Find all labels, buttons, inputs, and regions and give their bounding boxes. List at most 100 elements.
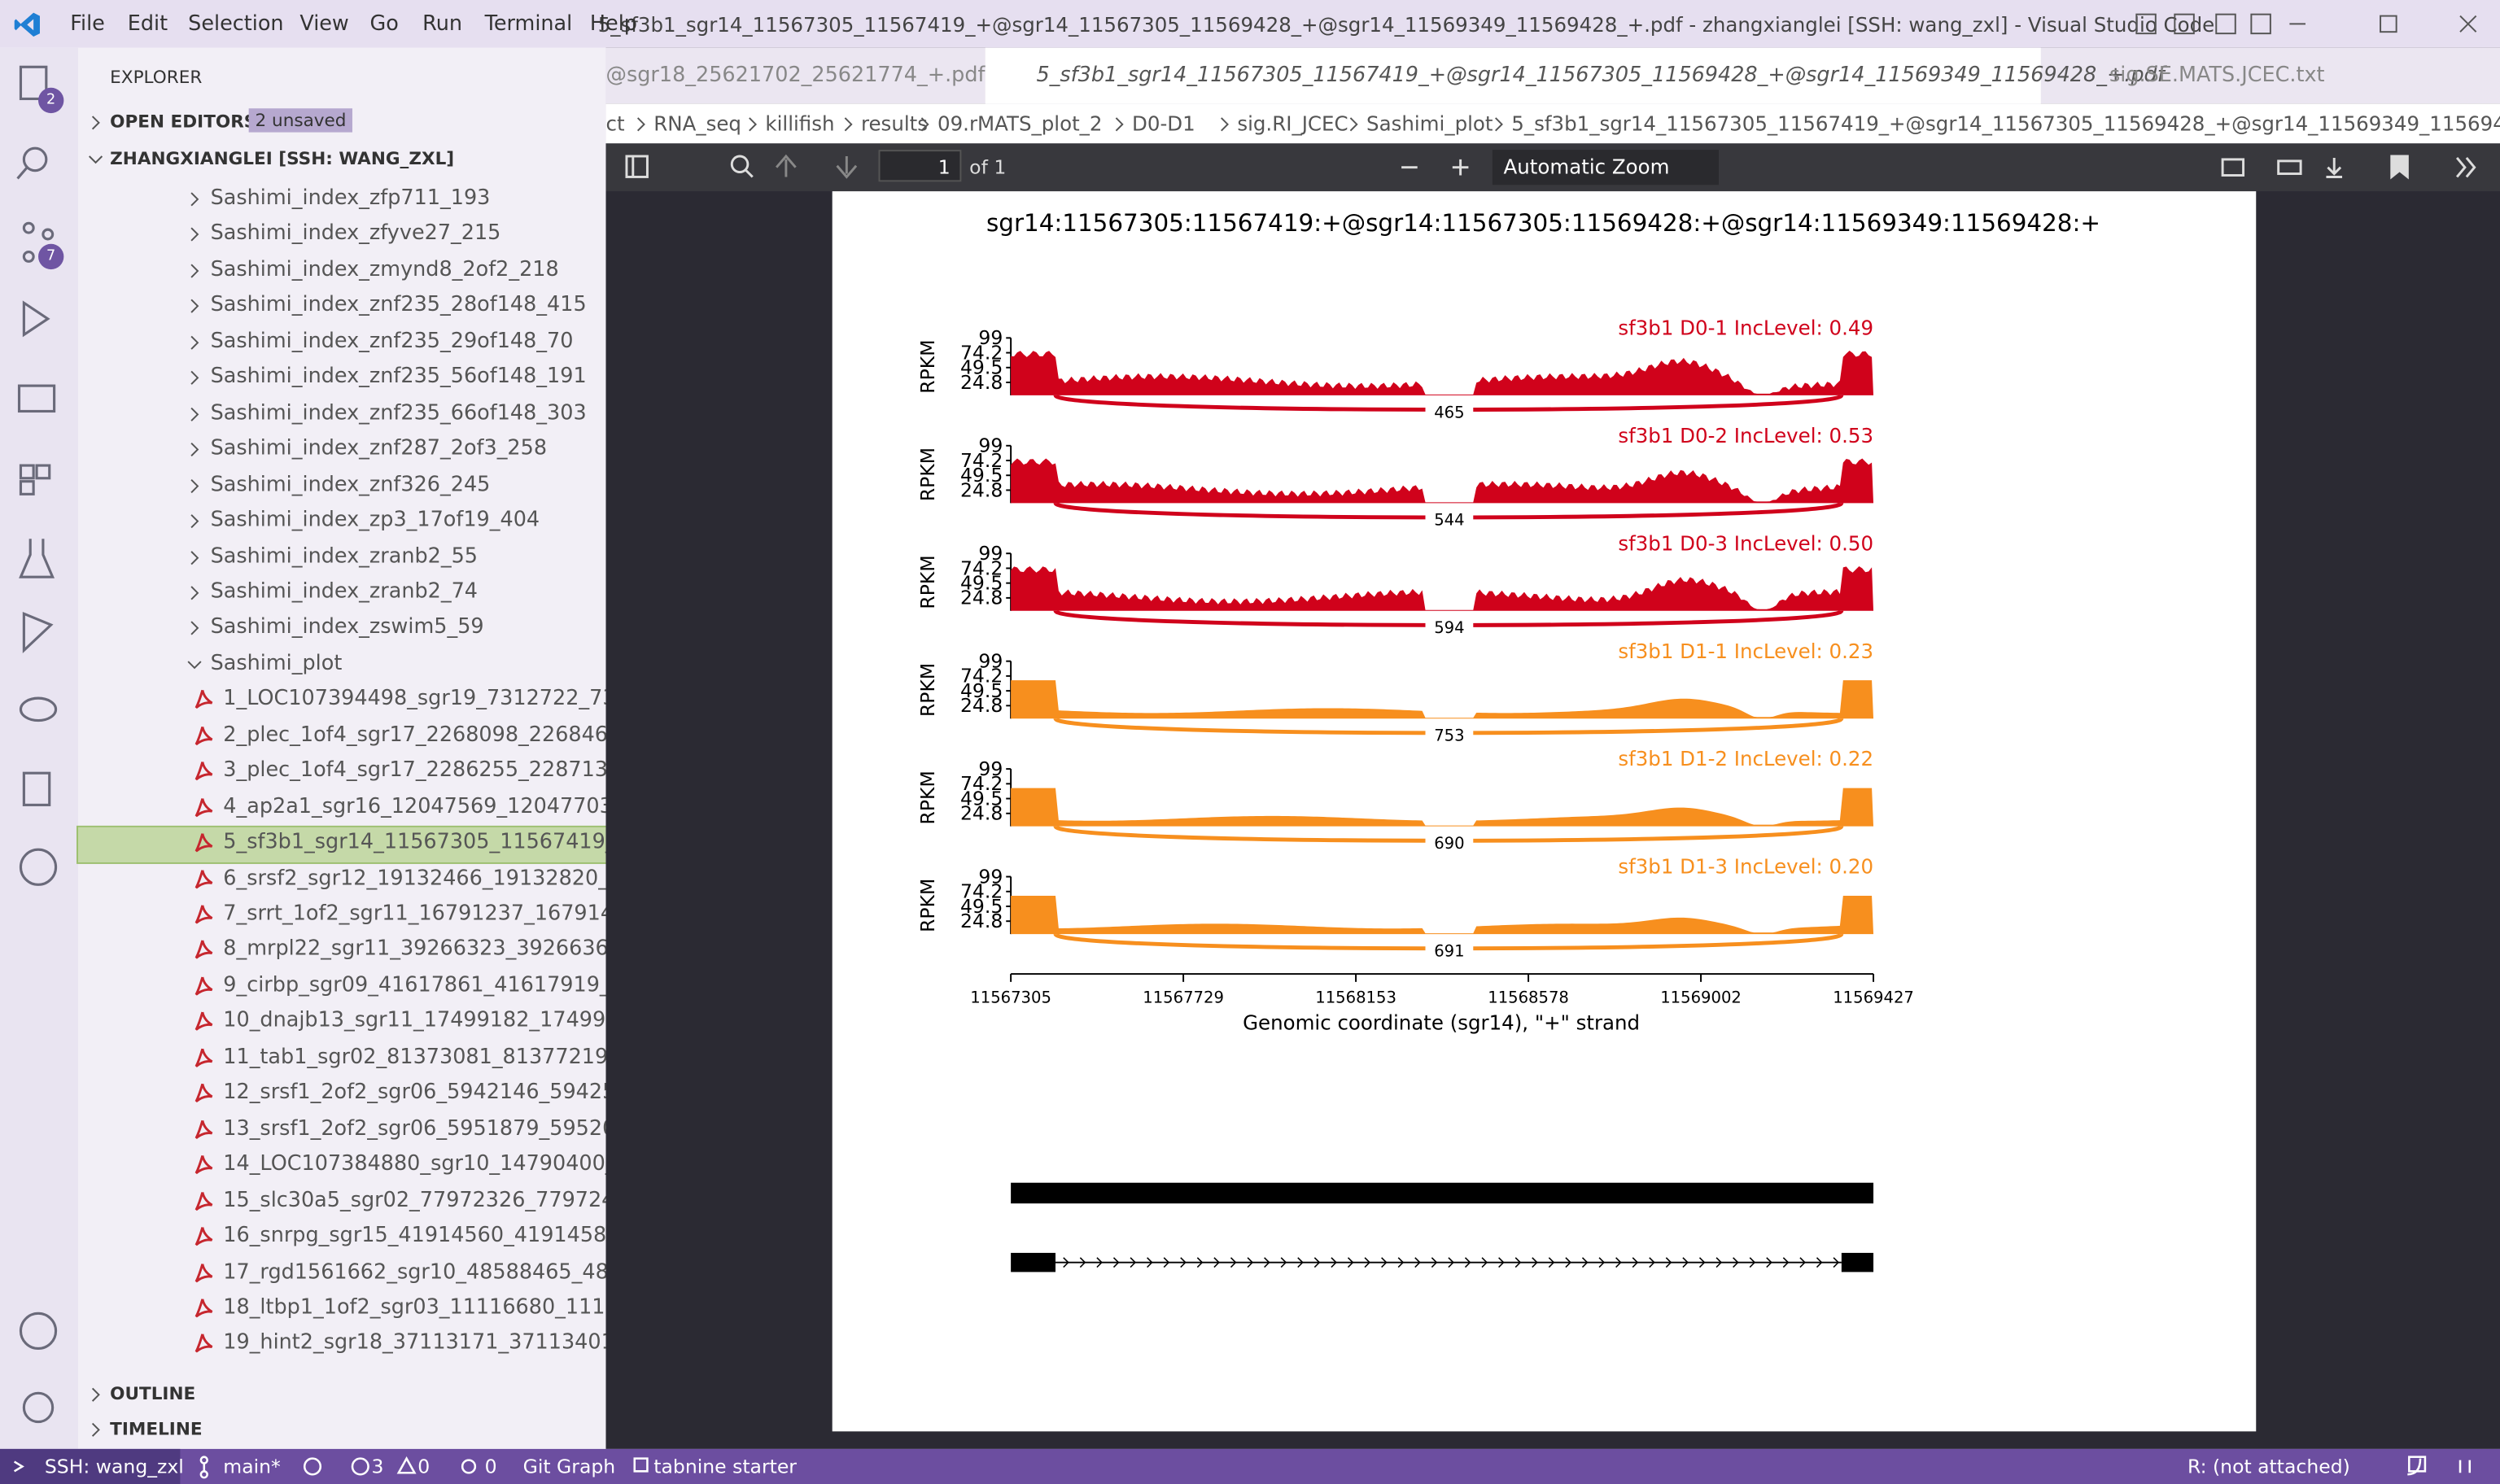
folder-item[interactable]: Sashimi_index_znf326_245	[210, 473, 491, 497]
folder-item[interactable]: Sashimi_index_znf235_66of148_303	[210, 401, 587, 426]
folder-item[interactable]: Sashimi_index_znf287_2of3_258	[210, 437, 548, 461]
file-item[interactable]: 1_LOC107394498_sgr19_7312722_7312...	[223, 687, 605, 712]
y-tick-label: 99	[978, 757, 1003, 780]
menu-item[interactable]: View	[299, 12, 349, 37]
menu-item[interactable]: Help	[589, 12, 637, 37]
file-item[interactable]: 9_cirbp_sgr09_41617861_41617919_-@...	[223, 973, 606, 998]
file-item[interactable]: 10_dnajb13_sgr11_17499182_1749925...	[223, 1009, 606, 1034]
file-item[interactable]: 8_mrpl22_sgr11_39266323_39266365_-...	[223, 937, 605, 962]
breadcrumb[interactable]: killifish	[765, 111, 835, 136]
file-item[interactable]: 16_snrpg_sgr15_41914560_41914582_-...	[223, 1224, 606, 1249]
menu-item[interactable]: Selection	[188, 12, 284, 37]
y-axis-label: RPKM	[916, 663, 939, 717]
status-item[interactable]: tabnine starter	[653, 1455, 797, 1478]
section-header[interactable]: OUTLINE	[110, 1383, 196, 1405]
file-item[interactable]: 18_ltbp1_1of2_sgr03_11116680_11118...	[223, 1295, 605, 1320]
tab[interactable]: @sgr18_25621702_25621774_+.pdf	[605, 63, 986, 88]
y-tick-label: 49.5	[960, 679, 1003, 702]
file-item[interactable]: 11_tab1_sgr02_81373081_81377219_+...	[223, 1045, 606, 1070]
activity-icons[interactable]	[0, 48, 78, 1449]
file-item[interactable]: 6_srsf2_sgr12_19132466_19132820_+...	[223, 866, 606, 891]
breadcrumb[interactable]: 09.rMATS_plot_2	[938, 111, 1103, 136]
coverage	[1011, 896, 1874, 935]
status-item[interactable]: SSH: wang_zxl	[44, 1455, 184, 1478]
y-tick-label: 49.5	[960, 895, 1003, 918]
folder-item[interactable]: Sashimi_index_zranb2_74	[210, 580, 479, 605]
chevron	[91, 1422, 100, 1437]
folder-item[interactable]: Sashimi_index_zranb2_55	[210, 544, 479, 569]
panel-label: sf3b1 D1-3 IncLevel: 0.20	[1618, 855, 1873, 879]
status-item[interactable]: 3	[371, 1455, 384, 1478]
page-input[interactable]: 1	[878, 150, 962, 182]
exon	[1841, 1252, 1874, 1272]
unsaved-badge: 2 unsaved	[248, 108, 353, 133]
breadcrumb[interactable]: 5_sf3b1_sgr14_11567305_11567419_+@sgr14_…	[1511, 111, 2500, 136]
y-tick-label: 99	[978, 650, 1003, 673]
menu-item[interactable]: Run	[422, 12, 463, 37]
toolbar-icons[interactable]	[605, 143, 2500, 191]
y-tick-label: 49.5	[960, 464, 1003, 487]
menu-item[interactable]: Edit	[127, 12, 168, 37]
chevron	[1349, 117, 1358, 132]
breadcrumb[interactable]: Sashimi_plot	[1366, 111, 1493, 136]
file-item[interactable]: 7_srrt_1of2_sgr11_16791237_16791425...	[223, 901, 605, 927]
menu-item[interactable]: File	[70, 12, 105, 37]
chevron	[187, 661, 202, 669]
file-item[interactable]: 13_srsf1_2of2_sgr06_5951879_5952051...	[223, 1116, 605, 1141]
section-header[interactable]: OPEN EDITORS	[110, 111, 257, 133]
breadcrumb[interactable]: D0-D1	[1132, 111, 1195, 136]
file-item[interactable]: 14_LOC107384880_sgr10_14790400_14...	[223, 1152, 605, 1177]
folder-item[interactable]: Sashimi_plot	[210, 652, 343, 676]
status-item[interactable]: 0	[417, 1455, 431, 1478]
y-tick-label: 99	[978, 542, 1003, 565]
y-tick-label: 24.8	[960, 910, 1003, 932]
folder-item[interactable]: Sashimi_index_znf235_56of148_191	[210, 365, 587, 390]
file-item[interactable]: 12_srsf1_2of2_sgr06_5942146_5942567...	[223, 1080, 605, 1106]
status-item[interactable]: R: (not attached)	[2188, 1455, 2350, 1478]
file-item[interactable]: 3_plec_1of4_sgr17_2286255_2287139_...	[223, 758, 606, 783]
folder-item[interactable]: Sashimi_index_zfyve27_215	[210, 222, 501, 247]
status-item[interactable]: main*	[223, 1455, 281, 1478]
file-item[interactable]: 2_plec_1of4_sgr17_2268098_2268464_...	[223, 722, 606, 748]
file-item[interactable]: 5_sf3b1_sgr14_11567305_11567419_+...	[223, 830, 605, 855]
panel-label: sf3b1 D1-1 IncLevel: 0.23	[1618, 639, 1873, 663]
section-header[interactable]: ZHANGXIANGLEI [SSH: WANG_ZXL]	[110, 148, 455, 169]
y-tick-label: 74.2	[960, 341, 1003, 364]
y-tick-label: 74.2	[960, 665, 1003, 687]
folder-item[interactable]: Sashimi_index_znf235_29of148_70	[210, 330, 574, 354]
window-controls[interactable]	[2133, 13, 2500, 38]
window-title: 5_sf3b1_sgr14_11567305_11567419_+@sgr14_…	[597, 12, 2215, 37]
junction-count: 544	[1434, 511, 1464, 530]
status-item[interactable]: Git Graph	[522, 1455, 616, 1478]
junction-count: 690	[1434, 834, 1464, 853]
folder-item[interactable]: Sashimi_index_zswim5_59	[210, 616, 484, 640]
y-axis-label: RPKM	[916, 447, 939, 501]
coverage	[1011, 788, 1874, 827]
remote-indicator[interactable]	[0, 1448, 181, 1484]
menu-item[interactable]: Go	[369, 12, 399, 37]
folder-item[interactable]: Sashimi_index_zp3_17of19_404	[210, 508, 540, 533]
x-tick-label: 11567729	[1143, 988, 1224, 1006]
junction-count: 753	[1434, 727, 1464, 745]
menu-item[interactable]: Terminal	[484, 12, 573, 37]
folder-item[interactable]: Sashimi_index_znf235_28of148_415	[210, 294, 587, 318]
status-item[interactable]: 0	[484, 1455, 497, 1478]
tab[interactable]: 5_sf3b1_sgr14_11567305_11567419_+@sgr14_…	[1036, 63, 2165, 88]
folder-item[interactable]: Sashimi_index_zfp711_193	[210, 186, 491, 211]
chevron	[749, 117, 758, 132]
pdf-icon	[194, 1084, 213, 1103]
file-item[interactable]: 4_ap2a1_sgr16_12047569_12047703_+...	[223, 794, 605, 819]
file-item[interactable]: 15_slc30a5_sgr02_77972326_77972476...	[223, 1188, 605, 1213]
breadcrumb[interactable]: results	[860, 111, 929, 136]
breadcrumb[interactable]: RNA_seq	[653, 111, 741, 136]
file-item[interactable]: 17_rgd1561662_sgr10_48588465_4858...	[223, 1259, 606, 1285]
x-axis-label: Genomic coordinate (sgr14), "+" strand	[1243, 1011, 1640, 1035]
file-item[interactable]: 19_hint2_sgr18_37113171_37113401_+...	[223, 1331, 605, 1356]
breadcrumb[interactable]: sig.RI_JCEC	[1237, 111, 1348, 136]
tab[interactable]: sig.SE.MATS.JCEC.txt	[2109, 63, 2325, 88]
zoom-select[interactable]: Automatic Zoom	[1492, 150, 1720, 186]
junction-label-box	[1425, 941, 1474, 962]
folder-item[interactable]: Sashimi_index_zmynd8_2of2_218	[210, 258, 559, 282]
section-header[interactable]: TIMELINE	[110, 1418, 203, 1440]
breadcrumb[interactable]: ct	[605, 111, 625, 136]
